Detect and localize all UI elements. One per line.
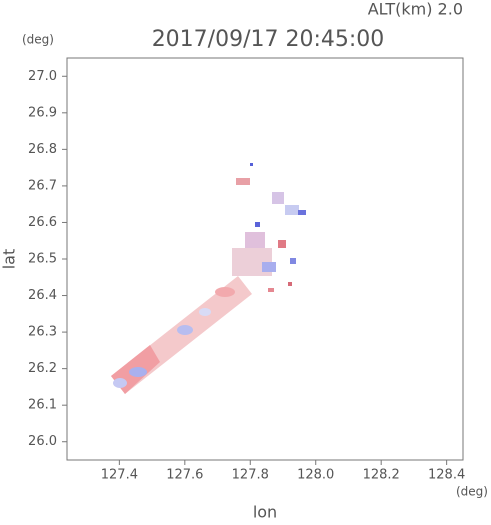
y-axis-label: lat (0, 249, 19, 270)
echo-patch (268, 288, 274, 292)
echo-patch (250, 163, 253, 166)
chart-title: 2017/09/17 20:45:00 (152, 27, 385, 52)
y-tick-label: 26.9 (28, 105, 57, 120)
echo-patch (290, 258, 296, 264)
y-tick-label: 26.5 (28, 252, 57, 267)
y-tick-label: 26.6 (28, 215, 57, 230)
x-tick-label: 128.4 (428, 468, 465, 483)
y-tick-label: 26.0 (28, 434, 57, 449)
x-tick-label: 127.8 (232, 468, 269, 483)
y-tick-label: 26.1 (28, 398, 57, 413)
echo-patch (262, 262, 276, 272)
echo-patch (272, 192, 284, 204)
x-tick-label: 127.6 (166, 468, 203, 483)
echo-patch (245, 232, 265, 250)
echo-patch (215, 287, 235, 297)
echo-patch (278, 240, 286, 248)
echo-patch (129, 367, 147, 377)
echo-patch (298, 210, 306, 215)
y-tick-label: 26.3 (28, 325, 57, 340)
echo-patch (113, 378, 127, 388)
y-tick-label: 26.2 (28, 361, 57, 376)
echo-patch (288, 282, 292, 286)
x-unit: (deg) (456, 485, 488, 499)
x-tick-label: 127.4 (101, 468, 138, 483)
x-tick-label: 128.2 (363, 468, 400, 483)
echo-patch (255, 222, 260, 227)
y-tick-label: 27.0 (28, 69, 57, 84)
y-tick-label: 26.8 (28, 142, 57, 157)
x-tick-label: 128.0 (297, 468, 334, 483)
x-axis-label: lon (253, 503, 277, 522)
header: ALT(km) 2.0 (368, 0, 463, 19)
echo-field (111, 163, 306, 394)
echo-patch (236, 178, 250, 185)
y-tick-label: 26.7 (28, 178, 57, 193)
y-tick-label: 26.4 (28, 288, 57, 303)
echo-patch (177, 325, 193, 335)
echo-patch (285, 205, 299, 215)
echo-patch (199, 308, 211, 316)
y-unit: (deg) (22, 33, 54, 47)
